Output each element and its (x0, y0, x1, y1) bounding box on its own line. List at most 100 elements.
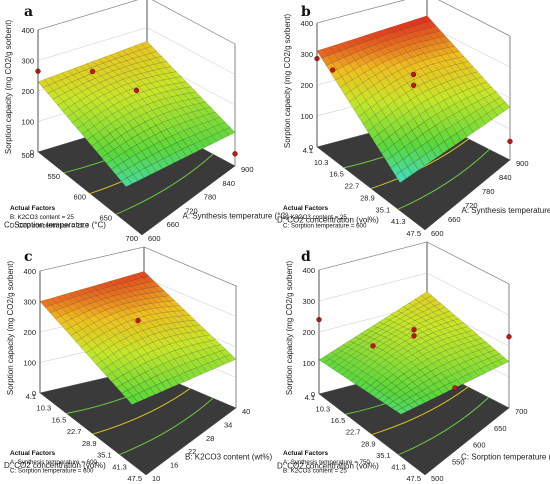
response-surface (318, 291, 510, 415)
y-tick-label: 41.3 (391, 217, 406, 226)
y-tick-label: 41.3 (112, 462, 127, 471)
z-tick-label: 400 (23, 267, 36, 276)
x-tick-label: 550 (452, 457, 465, 466)
design-point (135, 317, 141, 324)
panel-label: c (24, 249, 33, 265)
actual-factors-heading: Actual Factors (283, 450, 329, 457)
actual-factor: D: CO2 concentration = 25.8 (10, 223, 89, 230)
x-tick-label: 28 (206, 434, 214, 443)
panel-label: b (301, 4, 311, 20)
z-tick-label: 100 (21, 118, 34, 127)
response-surface (39, 271, 237, 405)
x-tick-label: 22 (188, 447, 196, 456)
y-tick-label: 16.5 (329, 170, 344, 179)
response-surface (316, 15, 511, 183)
y-tick-label: 550 (47, 172, 60, 181)
x-tick-label: 10 (152, 474, 160, 483)
design-point (89, 68, 96, 75)
z-tick-label: 300 (302, 297, 315, 306)
z-tick-label: 200 (300, 81, 313, 90)
y-tick-label: 4.1 (303, 146, 313, 155)
x-tick-label: 780 (204, 193, 217, 202)
design-point (507, 138, 513, 145)
x-tick-label: 700 (515, 407, 528, 416)
x-tick-label: 660 (167, 220, 180, 229)
y-tick-label: 35.1 (376, 451, 391, 460)
z-tick-label: 300 (300, 50, 313, 59)
actual-factor: A: Synthesis temperature = 600 (10, 459, 97, 466)
y-tick-label: 35.1 (376, 205, 391, 214)
z-tick-label: 300 (23, 298, 36, 307)
floor-contour (115, 153, 214, 215)
design-point (410, 82, 417, 88)
actual-factor: B: K2CO3 content = 25 (10, 214, 74, 221)
y-tick-label: 22.7 (346, 428, 361, 437)
y-tick-label: 4.1 (305, 393, 315, 402)
y-tick-label: 35.1 (97, 451, 112, 460)
panel-b: 0 100 200 300 400 Sorption capacity (mg CO2/g… (277, 0, 550, 238)
y-tick-label: 700 (125, 234, 138, 243)
panel-label: a (24, 4, 33, 20)
x-tick-label: 780 (482, 187, 495, 196)
design-point (411, 333, 417, 339)
x-tick-label: 40 (242, 407, 250, 416)
y-tick-label: 28.9 (360, 193, 375, 202)
design-point (411, 327, 417, 333)
z-tick-label: 0 (311, 390, 315, 399)
y-tick-label: 22.7 (67, 427, 82, 436)
z-tick-label: 100 (23, 359, 36, 368)
z-tick-label: 300 (21, 57, 34, 66)
x-tick-label: 600 (473, 441, 486, 450)
actual-factor: B: K2CO3 content = 25 (283, 468, 347, 475)
z-tick-label: 0 (32, 389, 36, 398)
actual-factors-heading: Actual Factors (10, 450, 56, 457)
y-axis-title: C: Sorption temperature (°C) (4, 221, 106, 230)
x-tick-label: 840 (222, 179, 235, 188)
design-point (232, 151, 238, 157)
x-tick-label: 720 (465, 201, 478, 210)
actual-factor: B: K2CO3 content = 25 (283, 214, 347, 221)
x-axis-title: A: Synthesis temperature (°C) (462, 206, 550, 215)
y-tick-label: 600 (73, 193, 86, 202)
y-tick-label: 41.3 (391, 462, 406, 471)
floor-contour (398, 397, 489, 456)
z-tick-label: 200 (21, 87, 34, 96)
design-point (506, 334, 512, 340)
design-point (330, 67, 336, 73)
response-surface (37, 41, 236, 187)
actual-factor: C: Sorption temperature = 600 (283, 223, 367, 230)
design-point (452, 385, 458, 391)
z-tick-label: 0 (30, 148, 34, 157)
z-axis-title: Sorption capacity (mg CO2/g sorbent) (6, 261, 15, 396)
z-tick-label: 100 (300, 112, 313, 121)
z-tick-label: 400 (300, 19, 313, 28)
design-point (133, 87, 140, 94)
z-tick-label: 400 (302, 266, 315, 275)
x-tick-label: 650 (494, 424, 507, 433)
y-axis-title: D: CO2 concentration (vol%) (277, 462, 379, 471)
y-axis-title: D: CO2 concentration (vol%) (4, 461, 106, 470)
y-tick-label: 10.3 (316, 405, 331, 414)
y-tick-label: 10.3 (314, 158, 329, 167)
z-tick-label: 100 (302, 359, 315, 368)
z-gridline (318, 241, 510, 285)
z-tick-label: 200 (23, 328, 36, 337)
x-tick-label: 840 (499, 173, 512, 182)
y-tick-label: 10.3 (37, 404, 52, 413)
x-axis-title: C: Sorption temperature (°C) (461, 453, 550, 462)
panel-d: 0 100 200 300 400 Sorption capacity (mg CO2/g… (277, 241, 550, 483)
floor-contour (371, 386, 469, 435)
floor-contour (370, 138, 469, 189)
floor-contour (119, 397, 214, 455)
y-axis-title: D: CO2 concentration (vol%) (277, 216, 379, 225)
panel-a: 0 100 200 300 400 Sorption capacity (mg CO2/g… (4, 0, 289, 243)
y-tick-label: 500 (21, 151, 34, 160)
floor-contour (92, 388, 191, 435)
z-tick-label: 400 (21, 26, 34, 35)
x-tick-label: 900 (241, 165, 254, 174)
x-tick-label: 34 (224, 420, 232, 429)
z-gridline (39, 246, 237, 287)
y-tick-label: 16.5 (331, 416, 346, 425)
y-tick-label: 16.5 (52, 415, 67, 424)
